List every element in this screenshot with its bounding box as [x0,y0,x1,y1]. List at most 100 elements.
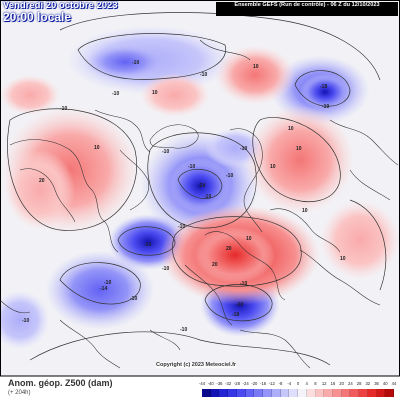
header: Vendredi 20 octobre 2023 20:00 locale En… [0,0,400,26]
coastlines [0,39,399,369]
colorbar-label: -12 [268,381,275,386]
contour-label: 10 [302,208,308,214]
positive-anomaly [320,200,400,280]
colorbar-labels: -44 -40 -36 -32 -28 -24 -20 -16 -12 -8 -4 0 4 8 12 16 20… [199,381,396,388]
colorbar-label: 16 [330,381,336,386]
colorbar-label: -28 [233,381,240,386]
colorbar-label: 20 [339,381,344,386]
field-title: Anom. géop. Z500 (dam) [8,378,113,388]
colorbar-label: -16 [260,381,267,386]
contour-label: 10 [94,145,100,151]
colorbar-swatch [289,389,299,397]
contour-label: 20 [212,262,218,268]
positive-anomaly [245,105,355,215]
colorbar-swatch [236,389,246,397]
contour-label: -10 [130,296,137,302]
contour [7,108,137,231]
contour-label: -10 [144,242,151,248]
contour-label: -10 [188,164,195,170]
contour [252,117,341,203]
copyright-watermark: Copyright (c) 2023 Meteociel.fr [156,362,237,368]
contour-label: 10 [246,236,252,242]
colorbar-swatch [359,389,368,397]
colorbar-label: 40 [382,381,388,386]
positive-anomaly [215,45,295,105]
colorbar-swatch [245,389,255,397]
contour [204,284,273,322]
contour-label: -18 [320,84,327,90]
contour-label: -10 [162,149,169,155]
contour [77,33,227,80]
colorbar-swatch [263,389,272,397]
contour-label: -10 [226,173,233,179]
colorbar: -44 -40 -36 -32 -28 -24 -20 -16 -12 -8 -4 0 4 8 12 16 20… [199,381,396,398]
contour-label: -10 [104,280,111,286]
contour [59,12,381,81]
contour-label: -18 [232,312,239,318]
colorbar-swatch [385,389,395,397]
colorbar-label: -44 [198,381,206,386]
colorbar-label: 44 [391,381,397,386]
colorbar-label: 32 [365,381,371,386]
colorbar-swatch [202,389,211,397]
contour-label: -10 [178,224,185,230]
contour-label: 10 [296,146,302,152]
contour-label: 10 [288,126,294,132]
negative-anomaly [85,44,165,80]
title-block: Vendredi 20 octobre 2023 20:00 locale [3,0,193,24]
colorbar-swatch [315,389,325,397]
colorbar-label: -4 [287,381,292,386]
colorbar-label: -40 [207,381,214,386]
contour-label: -10 [180,327,187,333]
positive-anomaly [5,150,75,230]
colorbar-swatch [219,389,229,397]
colorbar-swatch [210,389,220,397]
contour [29,331,331,366]
colorbar-swatch [298,389,307,397]
contour [294,70,351,107]
positive-anomaly [195,227,275,283]
colorbar-label: -8 [278,381,283,386]
date-label: Vendredi 20 octobre 2023 [3,0,118,11]
contour-label: -10 [200,72,207,78]
contour-label: -10 [236,302,243,308]
contour [177,168,223,199]
negative-anomaly [45,250,155,330]
contour-label: -10 [162,266,169,272]
contour-lines [7,12,387,366]
contour-label: 10 [270,164,276,170]
colorbar-label: -20 [251,381,258,386]
contour-label: 20 [226,246,232,252]
colorbar-label: 4 [305,381,308,386]
colorbar-label: 24 [348,381,353,386]
colorbar-label: 0 [296,381,300,386]
contour [349,199,387,291]
negative-anomaly [300,74,350,110]
colorbar-swatch [228,389,237,397]
contour-label: -10 [240,281,247,287]
negative-anomaly [0,290,50,350]
contour-label: 10 [253,64,259,70]
contour-label: -10 [240,146,247,152]
contour-label: -24 [198,183,205,189]
anomaly-fields [0,25,400,350]
colorbar-swatch [333,389,342,397]
colorbar-swatch [350,389,360,397]
colorbar-label: 12 [321,381,327,386]
contour-label: -10 [60,106,67,112]
colorbar-label: 36 [374,381,379,386]
contour-label: -10 [112,91,119,97]
colorbar-label: 8 [314,381,317,386]
colorbar-label: -32 [225,381,232,386]
positive-anomaly [0,75,60,115]
contour [172,216,302,287]
contour-label: 10 [152,90,158,96]
negative-anomaly [168,158,232,214]
contour-label: -10 [132,60,139,66]
positive-anomaly [140,73,210,117]
colorbar-swatch [280,389,290,397]
colorbar-label: 28 [356,381,362,386]
time-label: 20:00 locale [3,10,72,24]
contour-label: -10 [204,194,211,200]
